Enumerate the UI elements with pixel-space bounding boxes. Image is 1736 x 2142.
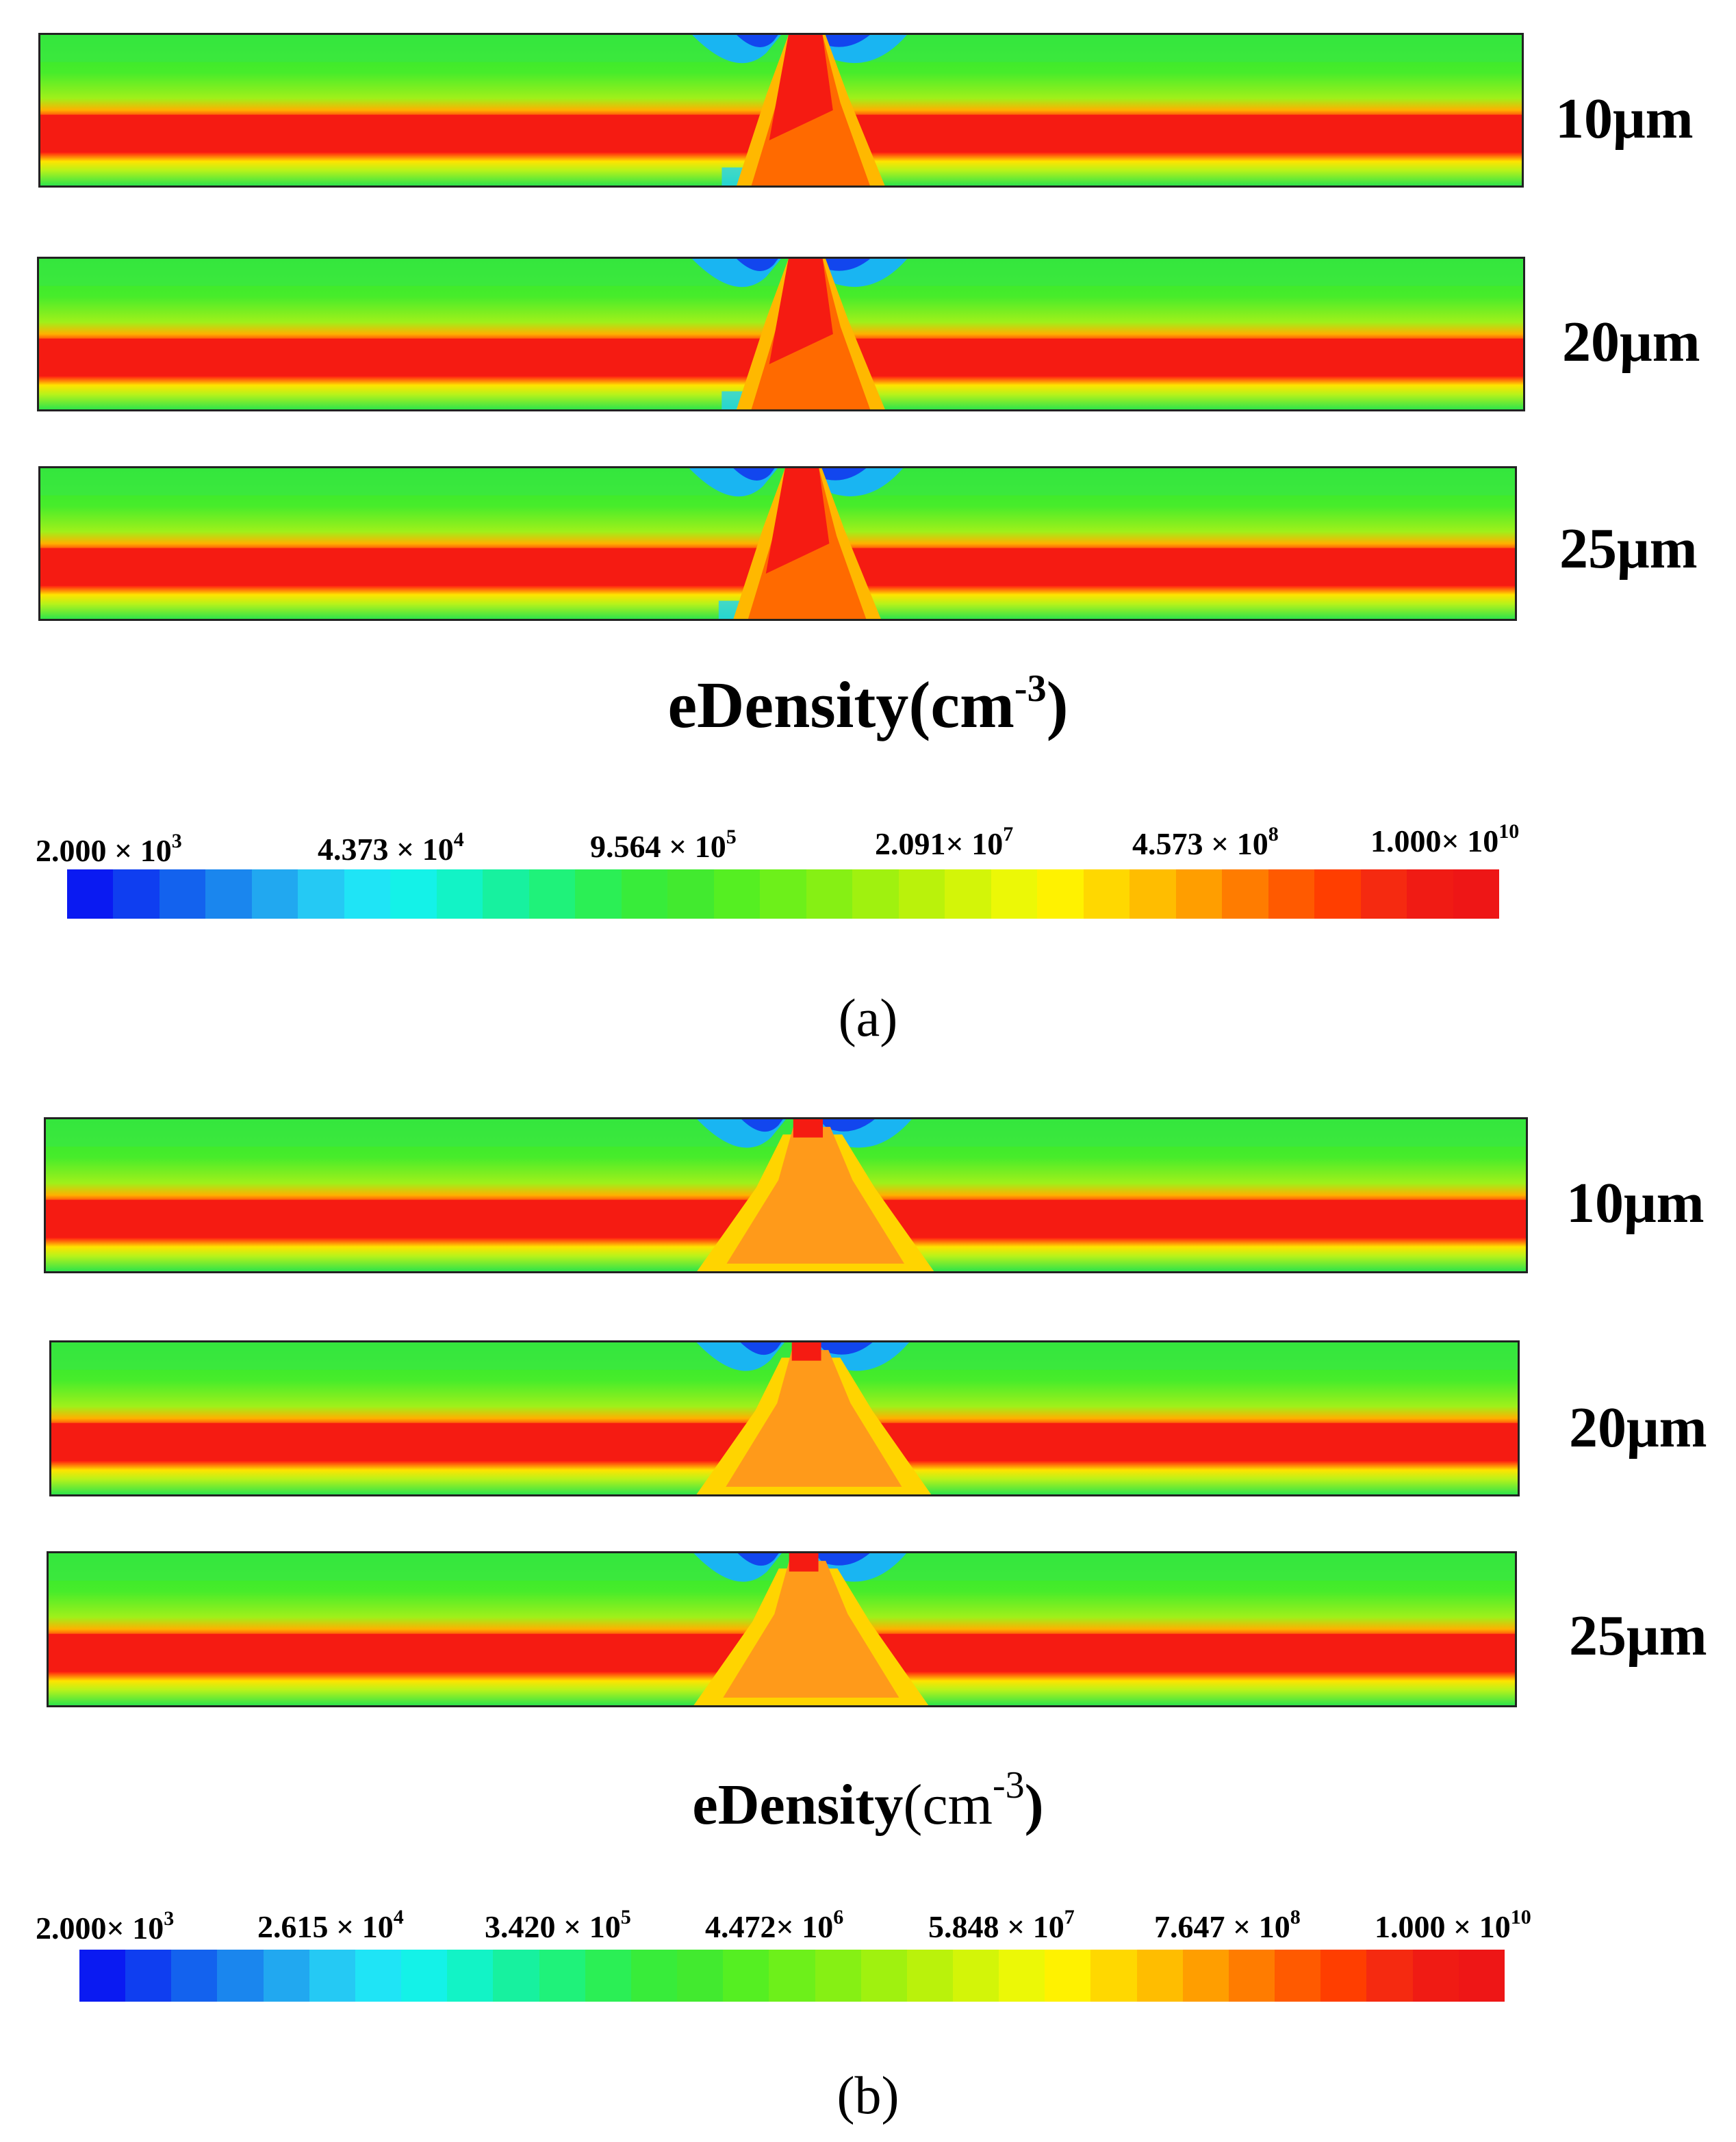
colorbar-cell (1458, 1950, 1505, 2002)
colorbar-cell (1453, 869, 1500, 919)
density-map-graphic (40, 35, 1522, 186)
colorbar-cell (1182, 1950, 1229, 2002)
panel-a-map-20um (37, 257, 1525, 411)
panel-a-label-20um: 20μm (1562, 310, 1700, 374)
colorbar-cell (667, 869, 714, 919)
colorbar-cell (852, 869, 899, 919)
colorbar-cell (1129, 869, 1176, 919)
colorbar-cell (344, 869, 391, 919)
colorbar-cell (113, 869, 159, 919)
panel-a-title: eDensity(cm-3) (667, 667, 1069, 741)
colorbar-cell (125, 1950, 172, 2002)
panel-b-tick-0: 2.000× 103 (36, 1907, 175, 1946)
colorbar-cell (217, 1950, 264, 2002)
colorbar-cell (860, 1950, 907, 2002)
colorbar-cell (1366, 1950, 1413, 2002)
density-map-graphic (39, 259, 1523, 409)
panel-b-map-25um (47, 1551, 1517, 1707)
colorbar-cell (1275, 1950, 1321, 2002)
panel-a-tick-5: 1.000× 1010 (1370, 820, 1520, 858)
colorbar-cell (263, 1950, 309, 2002)
colorbar-cell (1175, 869, 1223, 919)
colorbar-cell (630, 1950, 678, 2002)
density-map-graphic (51, 1342, 1518, 1494)
colorbar-cell (1360, 869, 1407, 919)
density-map-graphic (49, 1553, 1515, 1705)
colorbar-cell (309, 1950, 355, 2002)
density-map-graphic (40, 468, 1515, 619)
panel-b-tick-6: 1.000 × 1010 (1375, 1906, 1531, 1944)
colorbar-cell (67, 869, 114, 919)
colorbar-cell (1037, 869, 1084, 919)
panel-a-colorbar (67, 869, 1500, 919)
colorbar-cell (1320, 1950, 1367, 2002)
colorbar-cell (447, 1950, 494, 2002)
colorbar-cell (355, 1950, 402, 2002)
panel-b-tick-4: 5.848 × 107 (928, 1906, 1075, 1944)
colorbar-cell (815, 1950, 861, 2002)
panel-a-tick-3: 2.091× 107 (875, 823, 1014, 861)
panel-b-label-20um: 20μm (1569, 1396, 1707, 1459)
colorbar-cell (898, 869, 945, 919)
panel-b-tick-2: 3.420 × 105 (485, 1906, 631, 1944)
colorbar-cell (528, 869, 576, 919)
panel-b-map-20um (49, 1340, 1520, 1496)
colorbar-cell (713, 869, 761, 919)
colorbar-cell (575, 869, 622, 919)
colorbar-cell (298, 869, 344, 919)
colorbar-cell (952, 1950, 999, 2002)
colorbar-cell (79, 1950, 126, 2002)
density-map-graphic (46, 1119, 1526, 1271)
colorbar-cell (760, 869, 806, 919)
panel-b-colorbar (79, 1950, 1505, 2002)
colorbar-cell (1268, 869, 1315, 919)
panel-b-map-10um (44, 1117, 1528, 1273)
colorbar-cell (205, 869, 252, 919)
panel-b-title: eDensity(cm-3) (692, 1764, 1044, 1837)
panel-a-caption: (a) (838, 988, 898, 1047)
panel-b-tick-5: 7.647 × 108 (1154, 1906, 1301, 1944)
panel-a-label-25um: 25μm (1559, 517, 1698, 581)
panel-a-map-10um (38, 33, 1524, 188)
colorbar-cell (539, 1950, 585, 2002)
colorbar-cell (401, 1950, 448, 2002)
colorbar-cell (436, 869, 483, 919)
panel-b-caption: (b) (837, 2065, 899, 2125)
colorbar-cell (1314, 869, 1361, 919)
colorbar-cell (585, 1950, 631, 2002)
colorbar-cell (1412, 1950, 1459, 2002)
panel-b-label-10um: 10μm (1566, 1171, 1705, 1235)
colorbar-cell (1228, 1950, 1275, 2002)
panel-b-tick-3: 4.472× 106 (705, 1906, 844, 1944)
colorbar-cell (493, 1950, 539, 2002)
panel-b-tick-1: 2.615 × 104 (257, 1906, 404, 1944)
colorbar-cell (1136, 1950, 1183, 2002)
colorbar-cell (621, 869, 668, 919)
colorbar-cell (1407, 869, 1453, 919)
colorbar-cell (769, 1950, 815, 2002)
panel-a-map-25um (38, 466, 1517, 621)
colorbar-cell (723, 1950, 769, 2002)
colorbar-cell (171, 1950, 218, 2002)
panel-b-label-25um: 25μm (1569, 1604, 1707, 1668)
colorbar-cell (945, 869, 991, 919)
colorbar-cell (1083, 869, 1130, 919)
panel-a-label-10um: 10μm (1555, 87, 1694, 151)
colorbar-cell (1090, 1950, 1137, 2002)
panel-a-tick-1: 4.373 × 104 (318, 828, 464, 867)
colorbar-cell (390, 869, 437, 919)
colorbar-cell (991, 869, 1038, 919)
panel-a-tick-0: 2.000 × 103 (36, 830, 182, 868)
colorbar-cell (806, 869, 853, 919)
panel-a-tick-4: 4.573 × 108 (1132, 823, 1279, 861)
colorbar-cell (1222, 869, 1268, 919)
colorbar-cell (159, 869, 206, 919)
colorbar-cell (1045, 1950, 1091, 2002)
colorbar-cell (999, 1950, 1045, 2002)
colorbar-cell (251, 869, 298, 919)
colorbar-cell (906, 1950, 953, 2002)
colorbar-cell (483, 869, 529, 919)
panel-a-tick-2: 9.564 × 105 (590, 826, 737, 864)
colorbar-cell (677, 1950, 724, 2002)
